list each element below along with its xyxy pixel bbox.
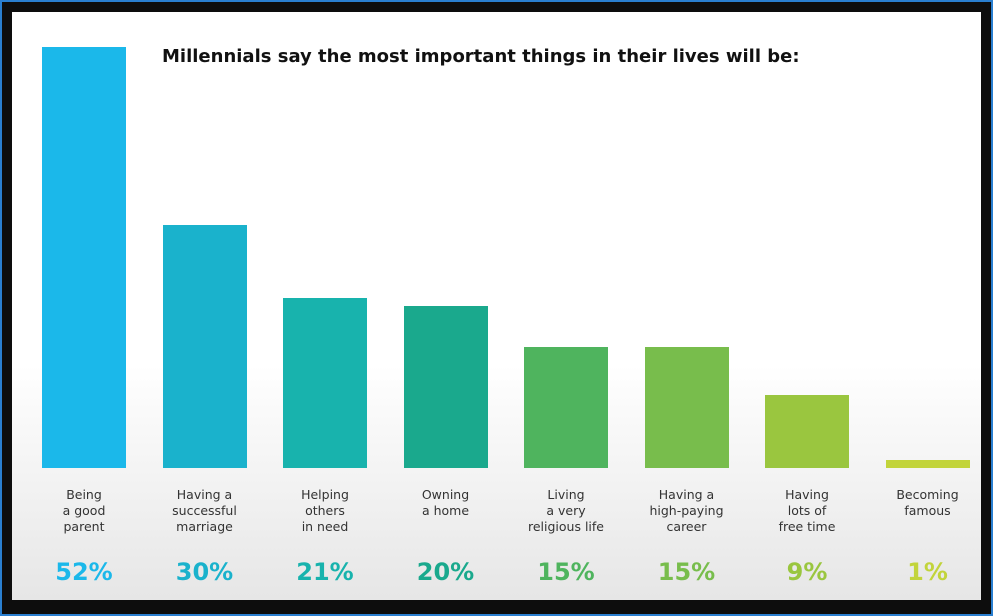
- value-label: 20%: [416, 558, 475, 586]
- category-label: Living a very religious life: [527, 487, 604, 534]
- category-label: Having a successful marriage: [172, 487, 237, 534]
- category-label: Becoming famous: [896, 487, 959, 518]
- bar: [885, 459, 970, 468]
- value-label: 52%: [55, 558, 113, 586]
- category-label: Having lots of free time: [778, 487, 836, 534]
- bar: [644, 346, 729, 468]
- bar: [403, 306, 488, 468]
- value-label: 30%: [175, 558, 234, 586]
- bar: [765, 395, 849, 468]
- bar: [524, 346, 608, 468]
- value-label: 21%: [296, 558, 354, 586]
- value-label: 15%: [537, 558, 595, 586]
- bar: [162, 225, 247, 468]
- bar: [283, 297, 367, 468]
- value-label: 15%: [657, 558, 716, 586]
- category-label: Owning a home: [421, 487, 470, 518]
- value-label: 1%: [907, 558, 948, 586]
- category-label: Having a high-paying career: [649, 487, 724, 534]
- chart-title: Millennials say the most important thing…: [162, 46, 800, 67]
- bar: [42, 47, 126, 468]
- category-label: Being a good parent: [62, 487, 106, 534]
- value-label: 9%: [786, 558, 828, 586]
- category-label: Helping others in need: [301, 487, 349, 534]
